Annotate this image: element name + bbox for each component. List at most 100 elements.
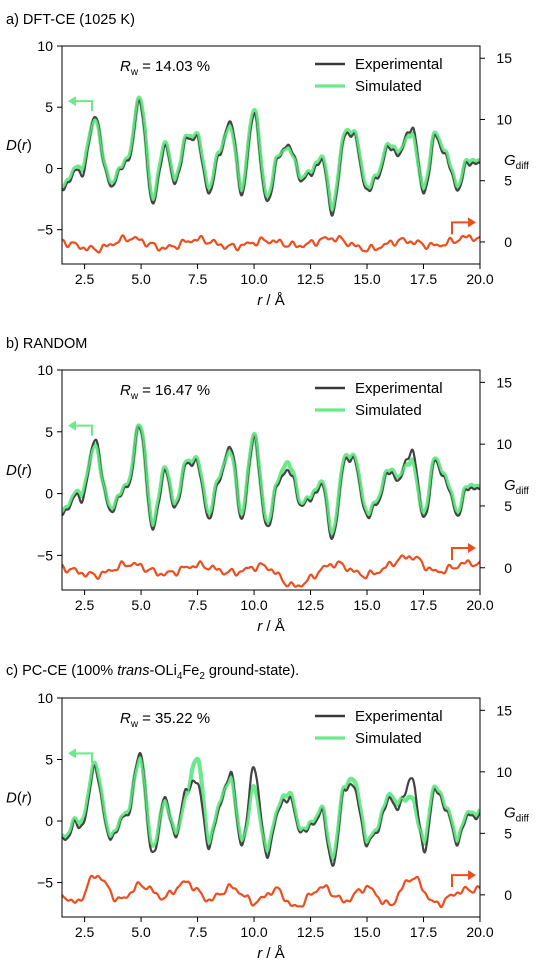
x-tick-label: 7.5 [188, 271, 208, 287]
panel-title: c) PC-CE (100% trans-OLi4Fe2 ground-stat… [6, 663, 299, 682]
x-tick-label: 10.0 [240, 924, 267, 940]
simulated-line-overlay [62, 96, 480, 212]
x-tick-label: 2.5 [75, 597, 95, 613]
x-tick-label: 12.5 [297, 597, 324, 613]
panel-title: b) RANDOM [6, 336, 87, 352]
x-tick-label: 20.0 [466, 597, 493, 613]
right-axis-arrow [451, 217, 476, 235]
y-tick-label: 5 [45, 752, 53, 768]
y2-tick-label: 10 [496, 764, 512, 780]
panel-b: b) RANDOM 2.5 5.0 7.5 10.0 12.5 15.0 17.5 20.0 r … [6, 336, 529, 635]
arrow-head [468, 542, 476, 553]
plot-area [62, 95, 480, 254]
arrow-head [68, 748, 76, 759]
y2-tick-label: 0 [504, 234, 512, 250]
y-tick-label: 0 [45, 813, 53, 829]
axes-frame [61, 45, 481, 265]
right-axis-arrow [451, 870, 476, 888]
x-tick-label: 15.0 [353, 924, 380, 940]
y2-tick-label: 0 [504, 560, 512, 576]
x-tick-label: 5.0 [131, 924, 151, 940]
y-tick-label: 0 [45, 160, 53, 176]
x-axis-label: r / Å [257, 945, 285, 962]
y-tick-label: 5 [45, 424, 53, 440]
y2-tick-label: 0 [504, 887, 512, 903]
right-axis-arrow [451, 542, 476, 560]
title-segment: 4 [177, 671, 183, 682]
title-segment: b) RANDOM [6, 336, 87, 352]
arrow-head [468, 870, 476, 881]
y2-tick-label: 5 [504, 498, 512, 514]
left-axis-arrow [68, 748, 93, 764]
title-segment: Fe [182, 663, 199, 679]
gdiff-line [62, 234, 480, 254]
panel-c: c) PC-CE (100% trans-OLi4Fe2 ground-stat… [6, 663, 529, 962]
legend-label-simulated: Simulated [355, 78, 422, 95]
x-tick-label: 15.0 [353, 271, 380, 287]
legend: Experimental Simulated [315, 56, 443, 95]
x-tick-label: 7.5 [188, 597, 208, 613]
title-segment: ground-state). [205, 663, 299, 679]
x-tick-label: 5.0 [131, 597, 151, 613]
x-tick-label: 5.0 [131, 271, 151, 287]
arrow-head [68, 96, 76, 107]
title-segment: trans [117, 663, 149, 679]
y-tick-label: 0 [45, 486, 53, 502]
x-tick-label: 20.0 [466, 271, 493, 287]
y-axis-label: D(r) [6, 462, 32, 479]
left-axis-arrow [68, 96, 93, 112]
legend-label-simulated: Simulated [355, 402, 422, 419]
left-axis-arrow [68, 420, 93, 436]
x-tick-label: 15.0 [353, 597, 380, 613]
y2-tick-label: 5 [504, 825, 512, 841]
rw-annotation: Rw = 14.03 % [120, 58, 210, 78]
x-tick-label: 2.5 [75, 924, 95, 940]
y-axis-label: D(r) [6, 137, 32, 154]
title-segment: a) DFT-CE (1025 K) [6, 12, 135, 28]
y2-tick-label: 15 [496, 50, 512, 66]
axes-frame [61, 369, 481, 591]
gdiff-line [62, 554, 480, 588]
x-tick-label: 17.5 [410, 597, 437, 613]
y2-tick-label: 10 [496, 436, 512, 452]
x-tick-label: 10.0 [240, 597, 267, 613]
x-axis-label: r / Å [257, 292, 285, 309]
simulated-line-overlay [62, 756, 480, 861]
experimental-line [62, 751, 480, 867]
legend-label-experimental: Experimental [355, 708, 443, 725]
title-segment: -OLi [149, 663, 176, 679]
y2-tick-label: 15 [496, 374, 512, 390]
y2-axis-label: Gdiff [504, 804, 529, 824]
y-tick-label: 10 [37, 690, 53, 706]
panel-a: a) DFT-CE (1025 K) 2.5 5.0 7.5 10.0 12.5 15.0 1… [6, 12, 529, 309]
rw-annotation: Rw = 35.22 % [120, 710, 210, 730]
y-tick-label: 5 [45, 99, 53, 115]
rw-annotation: Rw = 16.47 % [120, 382, 210, 402]
y2-tick-label: 5 [504, 173, 512, 189]
arrow-head [68, 420, 76, 431]
y-axis-label: D(r) [6, 790, 32, 807]
simulated-line-overlay [62, 424, 480, 536]
x-tick-label: 17.5 [410, 271, 437, 287]
x-tick-label: 7.5 [188, 924, 208, 940]
axes-frame [61, 697, 481, 918]
y-tick-label: 10 [37, 362, 53, 378]
legend: Experimental Simulated [315, 380, 443, 419]
y2-axis-label: Gdiff [504, 477, 529, 497]
x-tick-label: 10.0 [240, 271, 267, 287]
y2-axis-label: Gdiff [504, 152, 529, 172]
y2-tick-label: 10 [496, 111, 512, 127]
title-segment: c) PC-CE (100% [6, 663, 117, 679]
legend: Experimental Simulated [315, 708, 443, 747]
x-tick-label: 12.5 [297, 924, 324, 940]
y-tick-label: 10 [37, 38, 53, 54]
x-tick-label: 20.0 [466, 924, 493, 940]
x-axis-label: r / Å [257, 618, 285, 635]
y2-tick-label: 15 [496, 702, 512, 718]
gdiff-line [62, 874, 480, 909]
legend-label-simulated: Simulated [355, 730, 422, 747]
y-tick-label: −5 [37, 222, 53, 238]
y-tick-label: −5 [37, 547, 53, 563]
arrow-head [468, 217, 476, 228]
